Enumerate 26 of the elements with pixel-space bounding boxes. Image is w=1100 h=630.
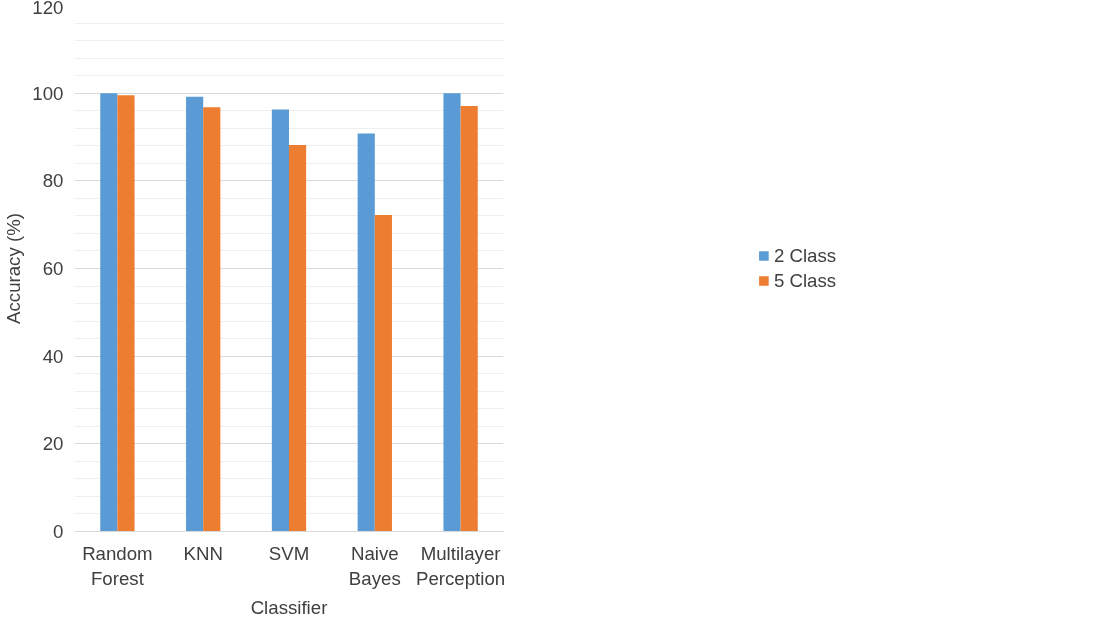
y-axis-title: Accuracy (%) bbox=[3, 213, 25, 324]
bar bbox=[289, 144, 307, 532]
bar bbox=[271, 109, 289, 532]
bar bbox=[357, 133, 375, 532]
x-tick-label: Random Forest bbox=[82, 542, 153, 589]
bar bbox=[443, 93, 461, 532]
x-tick-label: Multilayer Perception bbox=[416, 542, 506, 589]
bar bbox=[203, 107, 221, 532]
y-tick-label: 80 bbox=[42, 170, 64, 192]
bar bbox=[460, 105, 478, 532]
y-tick-label: 20 bbox=[42, 433, 64, 455]
y-tick-label: 120 bbox=[32, 0, 64, 18]
y-tick-label: 60 bbox=[42, 258, 64, 279]
y-tick-label: 0 bbox=[53, 521, 64, 542]
x-axis-title: Classifier bbox=[250, 596, 328, 618]
legend-label: 5 Class bbox=[773, 269, 837, 292]
y-tick-label: 100 bbox=[32, 82, 64, 104]
bar bbox=[374, 215, 392, 532]
y-tick-label: 40 bbox=[42, 345, 64, 367]
legend-label: 2 Class bbox=[773, 244, 837, 267]
bar bbox=[117, 95, 135, 532]
x-tick-label: SVM bbox=[268, 542, 310, 564]
x-tick-label: Naive Bayes bbox=[348, 542, 401, 589]
bar bbox=[100, 93, 118, 532]
bar bbox=[186, 96, 204, 532]
x-tick-label: KNN bbox=[183, 542, 223, 564]
